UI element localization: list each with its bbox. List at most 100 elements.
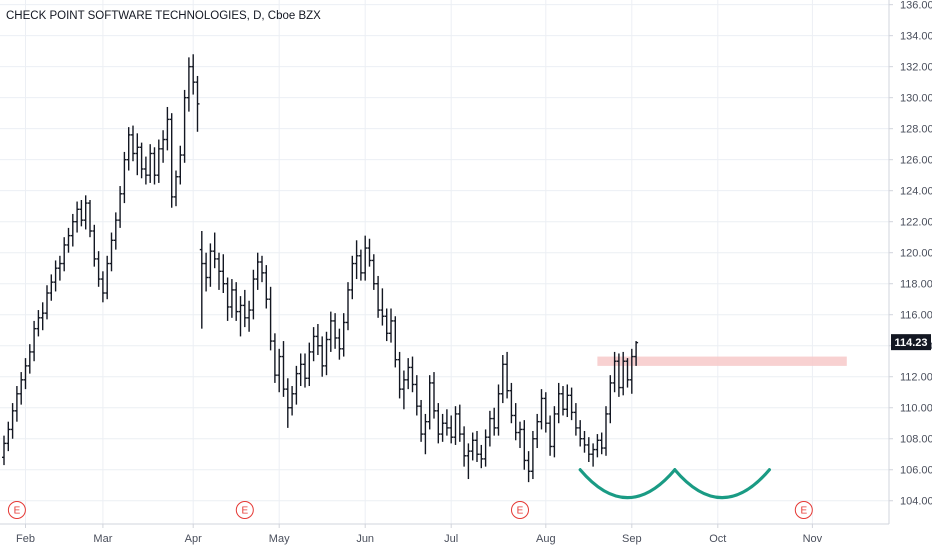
ohlc-bar: [303, 353, 307, 388]
time-axis-label: Apr: [185, 533, 202, 545]
ohlc-bar: [436, 403, 441, 444]
ohlc-bar: [401, 370, 406, 410]
ohlc-bar: [14, 386, 19, 422]
resistance-zone: [597, 356, 847, 366]
ohlc-bar: [543, 392, 548, 433]
ohlc-bar: [561, 386, 565, 416]
ohlc-bar: [122, 151, 127, 204]
ohlc-bar: [57, 255, 62, 281]
ohlc-bar: [221, 254, 226, 294]
ohlc-bar: [492, 407, 497, 436]
ohlc-bar: [2, 435, 6, 466]
ohlc-bar: [556, 382, 561, 424]
ohlc-bar: [410, 356, 415, 393]
ohlc-bar: [315, 324, 320, 356]
ohlc-bar: [423, 413, 428, 455]
ohlc-bar: [552, 406, 557, 458]
ohlc-bar: [419, 399, 424, 442]
last-price-marker: 114.23: [891, 334, 931, 351]
ohlc-bar: [307, 342, 312, 387]
overlays: [578, 356, 847, 500]
ohlc-bar: [290, 386, 295, 416]
price-axis-label: 116.00: [900, 310, 932, 322]
time-axis-label: Sep: [622, 533, 642, 545]
price-axis-label: 110.00: [900, 403, 932, 415]
last-price-label: 114.23: [894, 337, 927, 349]
ohlc-bar: [380, 288, 385, 326]
ohlc-bar: [414, 375, 419, 416]
ohlc-bar: [23, 358, 28, 390]
ohlc-bar: [105, 255, 110, 300]
ohlc-bar: [264, 265, 269, 309]
ohlc-bar: [251, 269, 256, 320]
price-axis-label: 108.00: [900, 434, 932, 446]
ohlc-bar: [191, 54, 196, 95]
time-axis[interactable]: Feb Mar Apr May Jun Jul Aug Sep Oct Nov: [16, 524, 823, 545]
ohlc-bar: [152, 147, 157, 185]
time-axis-label: May: [269, 533, 290, 545]
ohlc-bar: [40, 302, 45, 331]
ohlc-bar: [518, 421, 522, 449]
time-axis-label: Nov: [803, 533, 823, 545]
double-bottom-arc: [673, 468, 771, 500]
price-axis-label: 134.00: [900, 31, 932, 43]
ohlc-bar: [174, 170, 178, 207]
ohlc-bar: [462, 426, 467, 467]
ohlc-bar: [281, 341, 286, 397]
ohlc-bar: [238, 296, 243, 337]
ohlc-bar: [384, 308, 389, 342]
ohlc-bar: [475, 430, 479, 462]
ohlc-bar: [582, 430, 587, 453]
ohlc-bar: [109, 232, 114, 272]
ohlc-bar: [182, 89, 187, 163]
ohlc-bar: [604, 406, 608, 456]
earnings-marker-circle: [7, 501, 26, 519]
ohlc-bar: [70, 213, 75, 247]
earnings-marker-label: E: [517, 506, 524, 517]
earnings-marker-label: E: [14, 506, 21, 517]
price-axis-label: 130.00: [900, 93, 932, 105]
ohlc-bar: [483, 429, 488, 467]
ohlc-bar: [333, 313, 338, 349]
ohlc-bar: [444, 409, 449, 436]
ohlc-bar: [139, 142, 144, 179]
ohlc-bar: [294, 365, 299, 405]
last-price-badge: [891, 334, 931, 351]
ohlc-bar: [341, 313, 346, 357]
ohlc-bar: [569, 387, 574, 421]
ohlc-bar: [350, 255, 355, 300]
ohlc-bar: [612, 351, 617, 393]
ohlc-bar: [217, 252, 221, 290]
ohlc-bar: [169, 113, 174, 208]
ohlc-bar: [131, 125, 135, 162]
ohlc-bar: [320, 336, 325, 377]
price-axis-label: 136.00: [900, 0, 932, 12]
ohlc-bar: [479, 444, 484, 469]
ohlc-bar: [148, 144, 153, 183]
ohlc-bar: [255, 252, 260, 290]
price-axis-label: 124.00: [900, 186, 932, 198]
time-axis-label: Mar: [93, 533, 112, 545]
double-bottom-arc: [578, 468, 677, 500]
ohlc-bar: [161, 130, 166, 163]
price-axis-label: 122.00: [900, 217, 932, 229]
ohlc-bar: [247, 300, 252, 332]
ohlc-bar: [393, 316, 398, 368]
ohlc-bar: [208, 243, 213, 287]
ohlc-bar: [548, 415, 553, 456]
ohlc-bar: [358, 249, 363, 281]
ohlc-bar: [6, 421, 11, 452]
ohlc-bar: [432, 372, 436, 419]
ohlc-bar: [346, 282, 350, 331]
ohlc-bar: [225, 277, 230, 321]
price-axis-label: 106.00: [900, 465, 932, 477]
ohlc-bar: [199, 230, 204, 329]
ohlc-bar: [178, 145, 183, 185]
ohlc-bar: [165, 106, 170, 151]
ohlc-bar: [337, 328, 342, 360]
ohlc-bar: [565, 384, 570, 418]
price-axis[interactable]: 104.00106.00108.00110.00112.00114.00116.…: [889, 0, 932, 508]
